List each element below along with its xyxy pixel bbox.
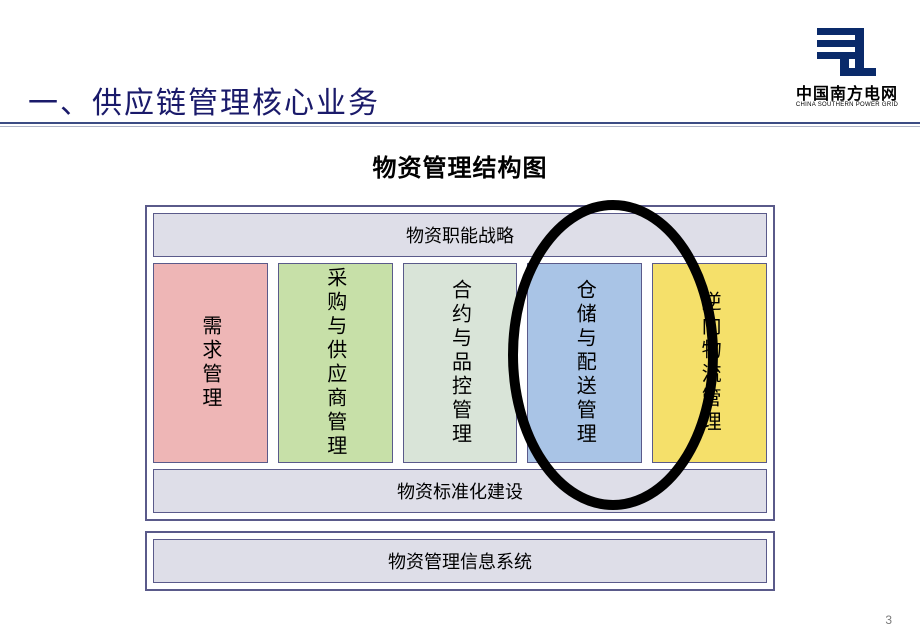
header-rule-thin bbox=[0, 126, 920, 127]
logo-text-cn: 中国南方电网 bbox=[792, 80, 902, 104]
diagram-upper-frame: 物资职能战略 需求管理采购与供应商管理合约与品控管理仓储与配送管理逆向物流管理 … bbox=[145, 205, 775, 521]
info-system-bar: 物资管理信息系统 bbox=[153, 539, 767, 583]
materials-structure-diagram: 物资职能战略 需求管理采购与供应商管理合约与品控管理仓储与配送管理逆向物流管理 … bbox=[145, 205, 775, 591]
diagram-lower-frame: 物资管理信息系统 bbox=[145, 531, 775, 591]
function-column-label: 逆向物流管理 bbox=[695, 291, 724, 435]
chart-title: 物资管理结构图 bbox=[0, 148, 920, 183]
function-column-label: 采购与供应商管理 bbox=[321, 267, 350, 459]
power-grid-icon bbox=[812, 22, 882, 78]
top-strategy-label: 物资职能战略 bbox=[406, 226, 514, 246]
function-column-label: 合约与品控管理 bbox=[445, 279, 474, 447]
header-rule-thick bbox=[0, 122, 920, 124]
function-column-4: 逆向物流管理 bbox=[652, 263, 767, 463]
company-logo: 中国南方电网 CHINA SOUTHERN POWER GRID bbox=[792, 22, 902, 108]
function-column-0: 需求管理 bbox=[153, 263, 268, 463]
standardization-label: 物资标准化建设 bbox=[397, 482, 523, 502]
function-columns: 需求管理 采购与供应商管理 合约与品控管理 仓储与配送管理 逆向物流管理 bbox=[153, 263, 767, 463]
page-title: 一、供应链管理核心业务 bbox=[28, 78, 380, 122]
top-strategy-bar: 物资职能战略 bbox=[153, 213, 767, 257]
standardization-bar: 物资标准化建设 bbox=[153, 469, 767, 513]
function-column-label: 仓储与配送管理 bbox=[570, 279, 599, 447]
function-column-label: 需求管理 bbox=[196, 315, 225, 411]
info-system-label: 物资管理信息系统 bbox=[388, 552, 532, 572]
function-column-1: 采购与供应商管理 bbox=[278, 263, 393, 463]
logo-text-en: CHINA SOUTHERN POWER GRID bbox=[792, 102, 902, 108]
function-column-3: 仓储与配送管理 bbox=[527, 263, 642, 463]
page-number: 3 bbox=[885, 613, 892, 627]
function-column-2: 合约与品控管理 bbox=[403, 263, 518, 463]
